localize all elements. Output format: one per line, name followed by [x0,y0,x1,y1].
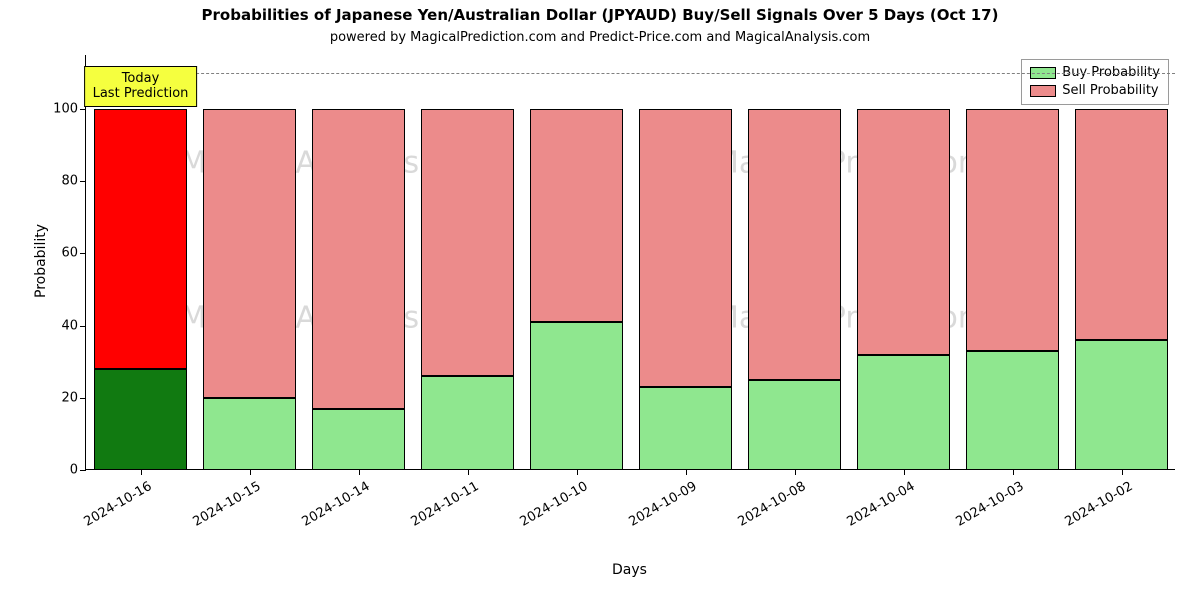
bar-buy [639,387,733,470]
x-tick-label: 2024-10-04 [844,479,917,530]
legend-swatch-sell [1030,85,1056,97]
y-tick [80,470,86,471]
bar-sell [421,109,515,376]
y-tick [80,253,86,254]
annotation-line: Last Prediction [93,86,189,102]
bar-buy [203,398,297,470]
y-tick-label: 20 [61,390,78,405]
bar-sell [312,109,406,409]
bar-buy [966,351,1060,470]
x-tick [795,469,796,475]
y-tick [80,326,86,327]
y-axis-label: Probability [33,223,49,297]
bar-buy [748,380,842,470]
x-tick-label: 2024-10-16 [81,479,154,530]
bar-sell [1075,109,1169,340]
plot-area: Buy Probability Sell Probability Magical… [85,55,1175,470]
x-tick-label: 2024-10-14 [299,479,372,530]
x-tick-label: 2024-10-08 [735,479,808,530]
bar-sell [966,109,1060,351]
x-tick-label: 2024-10-03 [953,479,1026,530]
bar-buy [421,376,515,470]
y-tick-label: 80 [61,174,78,189]
x-tick [141,469,142,475]
reference-line [86,73,1175,74]
chart-subtitle: powered by MagicalPrediction.com and Pre… [0,30,1200,45]
bar-sell [857,109,951,354]
bar-sell [748,109,842,380]
x-tick [904,469,905,475]
bar-sell [94,109,188,369]
x-tick [1013,469,1014,475]
y-tick-label: 40 [61,318,78,333]
x-tick [250,469,251,475]
y-tick-label: 0 [70,463,78,478]
bar-buy [530,322,624,470]
y-tick [80,181,86,182]
bar-buy [94,369,188,470]
annotation-line: Today [93,71,189,87]
x-tick-label: 2024-10-09 [626,479,699,530]
bar-buy [857,355,951,470]
bar-sell [203,109,297,398]
bar-buy [1075,340,1169,470]
x-tick [686,469,687,475]
x-tick [577,469,578,475]
legend-entry-sell: Sell Probability [1030,82,1160,100]
bar-buy [312,409,406,470]
bar-sell [530,109,624,322]
legend: Buy Probability Sell Probability [1021,59,1169,105]
annotation-today: TodayLast Prediction [84,66,198,107]
bar-sell [639,109,733,387]
x-tick-label: 2024-10-02 [1062,479,1135,530]
chart-title: Probabilities of Japanese Yen/Australian… [0,6,1200,24]
x-tick [359,469,360,475]
y-tick-label: 100 [53,102,78,117]
x-tick [468,469,469,475]
y-tick [80,398,86,399]
x-tick-label: 2024-10-10 [517,479,590,530]
x-tick-label: 2024-10-11 [408,479,481,530]
x-tick [1122,469,1123,475]
x-tick-label: 2024-10-15 [190,479,263,530]
y-tick-label: 60 [61,246,78,261]
chart-container: Probabilities of Japanese Yen/Australian… [0,0,1200,600]
y-tick [80,109,86,110]
legend-label-sell: Sell Probability [1062,82,1158,100]
x-axis-label: Days [612,562,647,578]
